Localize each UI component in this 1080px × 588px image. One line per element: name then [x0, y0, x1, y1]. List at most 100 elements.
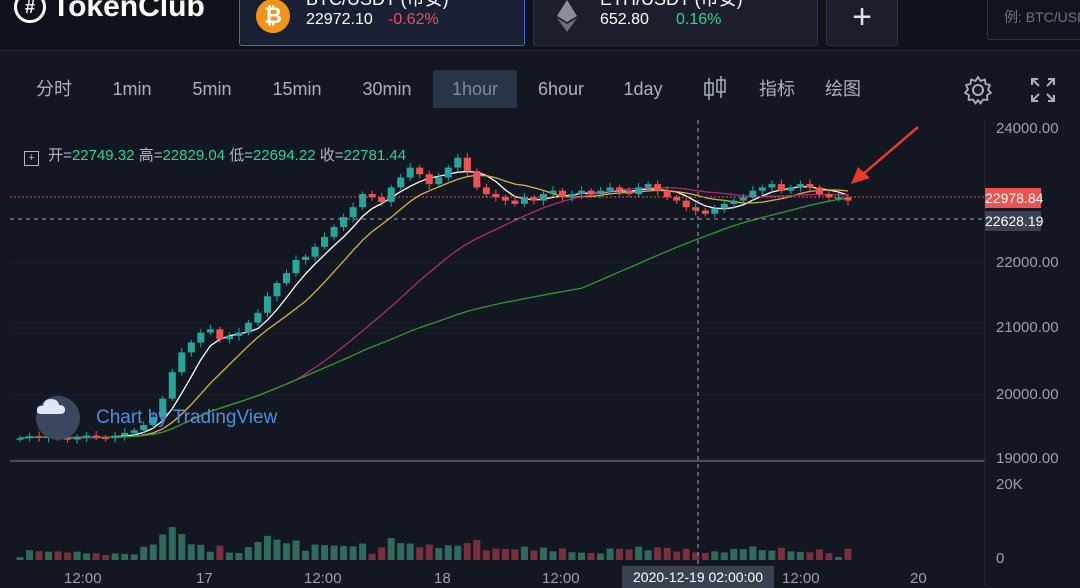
candle-body [558, 190, 566, 198]
interval-15min[interactable]: 15min [272, 79, 322, 99]
top-bar: # TokenClub ₿ BTC/USDT (币安) 22972.10 -0.… [0, 0, 1080, 51]
candle-body [187, 342, 195, 353]
candle-body [625, 190, 633, 194]
volume-bar [254, 541, 262, 560]
crosshair-price-tag: 22628.19 [985, 211, 1044, 231]
volume-bar [511, 549, 519, 560]
interval-5min[interactable]: 5min [192, 79, 232, 99]
volume-bar [83, 553, 91, 560]
candle-body [140, 425, 148, 431]
candle-body [216, 329, 224, 340]
candle-body [406, 167, 414, 178]
volume-bar [292, 540, 300, 560]
volume-bar [178, 534, 186, 560]
ma-fast-line [19, 170, 849, 439]
volume-bar [425, 544, 433, 560]
time-axis-label: 18 [434, 570, 451, 587]
volume-bar [720, 552, 728, 560]
draw-button[interactable]: 绘图 [825, 79, 861, 99]
volume-bar [368, 553, 376, 560]
interval-6hour[interactable]: 6hour [537, 79, 585, 99]
price-axis-label: 20000.00 [996, 386, 1059, 403]
tradingview-watermark[interactable]: Chart by TradingView [36, 396, 277, 440]
candle-body [578, 190, 586, 194]
expand-legend-icon[interactable]: + [24, 151, 39, 166]
volume-bar [130, 554, 138, 560]
candle-body [749, 190, 757, 198]
candle-body [197, 332, 205, 343]
candle-body [159, 398, 167, 418]
candle-body [692, 207, 700, 211]
candle-body [444, 167, 452, 178]
ticker-change: -0.62% [388, 11, 439, 28]
settings-gear-icon[interactable] [963, 75, 993, 105]
ticker-eth[interactable]: ETH/USDT (币安) 652.80 0.16% [533, 0, 818, 46]
volume-bar [787, 551, 795, 560]
candle-body [511, 200, 519, 204]
fullscreen-icon[interactable] [1028, 75, 1058, 105]
candle-body [501, 197, 509, 201]
crosshair-time-tag: 2020-12-19 02:00:00 [622, 566, 774, 588]
volume-bar [73, 551, 81, 560]
volume-bar [340, 545, 348, 560]
volume-bar [397, 543, 405, 560]
volume-bar [330, 545, 338, 560]
volume-bar [777, 547, 785, 560]
low-label: 低= [229, 147, 253, 164]
volume-bar [159, 534, 167, 560]
logo[interactable]: # TokenClub [14, 0, 205, 24]
candle-body [26, 436, 34, 439]
candle-body [206, 329, 214, 333]
volume-bar [444, 545, 452, 560]
time-axis-label: 17 [196, 570, 213, 587]
candle-body [378, 197, 386, 202]
interval-30min[interactable]: 30min [362, 79, 412, 99]
volume-bar [92, 553, 100, 560]
candle-body [368, 194, 376, 198]
candle-body [311, 246, 319, 257]
interval-1day[interactable]: 1day [623, 79, 663, 99]
candle-body [492, 194, 500, 198]
current-price-tag: 22978.84 [985, 188, 1044, 208]
volume-bar [815, 549, 823, 560]
volume-bar [302, 550, 310, 560]
volume-bar [663, 547, 671, 560]
volume-bar [654, 547, 662, 560]
candle-body [834, 197, 842, 199]
candle-body [330, 227, 338, 237]
candle-body [530, 197, 538, 201]
candlestick-type-icon[interactable] [700, 74, 730, 104]
time-axis-label: 12:00 [542, 570, 580, 587]
interval-1min[interactable]: 1min [112, 79, 152, 99]
candle-body [673, 197, 681, 201]
candle-body [130, 430, 138, 433]
candle-body [463, 157, 471, 171]
volume-bar [844, 548, 852, 560]
volume-bar [473, 540, 481, 560]
open-label: 开= [48, 147, 72, 164]
bitcoin-icon: ₿ [256, 0, 290, 33]
candle-body [682, 200, 690, 208]
search-input[interactable]: 例: BTC/USDT [987, 0, 1080, 40]
candle-body [844, 197, 852, 201]
candle-body [92, 435, 100, 438]
add-ticker-button[interactable]: + [826, 0, 898, 46]
volume-bar [501, 549, 509, 560]
price-axis-label: 19000.00 [996, 450, 1059, 467]
volume-bar [54, 551, 62, 560]
ticker-btc[interactable]: ₿ BTC/USDT (币安) 22972.10 -0.62% [239, 0, 525, 46]
candle-body [568, 194, 576, 198]
volume-bar [587, 553, 595, 560]
volume-bar [387, 538, 395, 560]
interval-timeline[interactable]: 分时 [36, 79, 72, 99]
candlestick-chart[interactable] [10, 120, 1080, 585]
price-chart[interactable]: + 开=22749.32 高=22829.04 低=22694.22 收=227… [10, 120, 1080, 588]
candle-body [454, 157, 462, 168]
candle-body [711, 208, 719, 214]
interval-1hour[interactable]: 1hour [433, 70, 517, 108]
candle-body [663, 190, 671, 198]
volume-bar [263, 535, 271, 560]
candle-body [387, 187, 395, 202]
volume-bar [682, 548, 690, 560]
indicators-button[interactable]: 指标 [759, 79, 795, 99]
